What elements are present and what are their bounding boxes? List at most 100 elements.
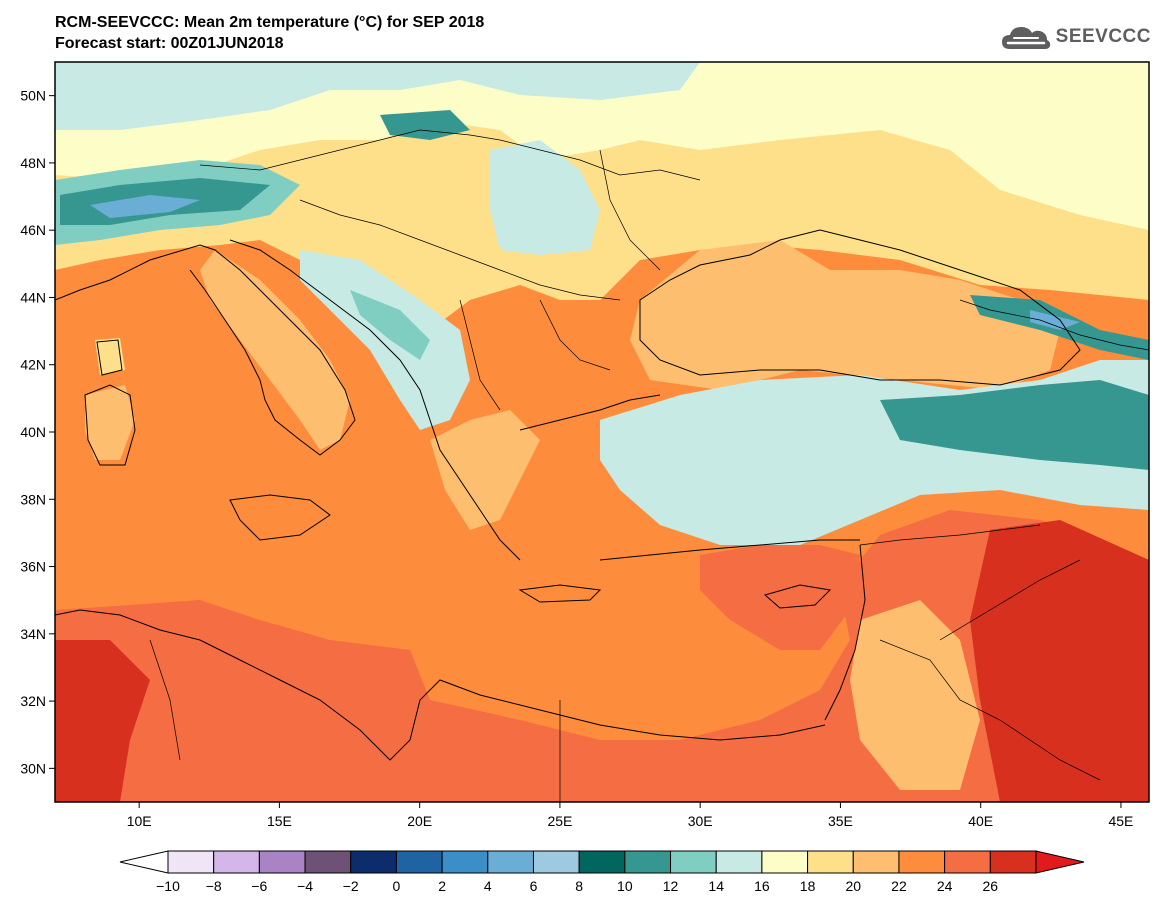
colorbar-high-arrow — [1035, 850, 1085, 874]
jordan-field — [850, 600, 980, 790]
colorbar-tick-label: 18 — [800, 878, 816, 894]
corsica-coastline — [96, 339, 123, 376]
caucasus-peak-field — [1030, 310, 1080, 330]
colorbar-swatch — [898, 850, 946, 874]
colorbar-tick-label: 2 — [438, 878, 446, 894]
lat-tick-label: 38N — [20, 491, 46, 507]
central-europe-border — [199, 129, 701, 181]
levant-coastline — [824, 544, 866, 721]
longitude-axis: 10E 15E 20E 25E 30E 35E 40E 45E — [127, 802, 1133, 829]
colorbar-tick-label: 10 — [617, 878, 633, 894]
colorbar-tick-label: 6 — [530, 878, 538, 894]
colorbar-tick-label: −2 — [343, 878, 359, 894]
caucasus-border — [959, 299, 1149, 351]
colorbar-swatch — [213, 850, 260, 874]
crete-coastline — [518, 584, 602, 603]
colorbar-tick-label: 24 — [937, 878, 953, 894]
lon-tick-label: 45E — [1108, 813, 1133, 829]
colorbar-tick-label: 26 — [983, 878, 999, 894]
colorbar-swatch — [578, 850, 626, 874]
black-sea-coastline — [639, 229, 1081, 386]
sardinia-coastline — [84, 384, 136, 466]
lat-tick-label: 50N — [20, 88, 46, 104]
lat-tick-label: 30N — [20, 760, 46, 776]
colorbar-swatch — [441, 850, 489, 874]
lon-tick-label: 30E — [688, 813, 713, 829]
colorbar-swatch — [532, 850, 580, 874]
colorbar-tick-label: 20 — [845, 878, 861, 894]
lon-tick-label: 20E — [407, 813, 432, 829]
dinaric-field — [350, 290, 430, 360]
colorbar-tick-label: −8 — [206, 878, 222, 894]
map-title: RCM-SEEVCCC: Mean 2m temperature (°C) fo… — [55, 14, 485, 31]
arabia-hottest-field — [970, 520, 1149, 802]
jordan-border — [879, 639, 1101, 781]
turkey-south-coastline — [599, 539, 860, 561]
bulgaria-border — [539, 299, 611, 371]
north-cool-field — [55, 62, 1149, 230]
syria-turkey-border — [859, 524, 1041, 546]
colorbar: −10 −8 −6 −4 −2 0 2 4 6 8 10 12 14 16 18 20 22 24 26 — [119, 850, 1085, 894]
colorbar-swatch — [395, 850, 443, 874]
lat-tick-label: 40N — [20, 424, 46, 440]
colorbar-tick-label: 12 — [663, 878, 679, 894]
colorbar-swatch — [944, 850, 991, 874]
italy-west-coastline — [55, 244, 356, 456]
lat-tick-label: 46N — [20, 222, 46, 238]
colorbar-swatch — [258, 850, 306, 874]
colorbar-tick-label: 8 — [575, 878, 583, 894]
colorbar-swatch — [807, 850, 854, 874]
east-anatolia-cold-field — [880, 380, 1149, 470]
alps-peak-field — [90, 195, 200, 218]
coastlines — [55, 229, 1081, 761]
lon-tick-label: 10E — [127, 813, 152, 829]
algeria-hottest-field — [55, 640, 150, 802]
lat-tick-label: 34N — [20, 626, 46, 642]
seevccc-logo: SEEVCCC — [1000, 22, 1151, 52]
lat-tick-label: 44N — [20, 289, 46, 305]
lat-tick-label: 32N — [20, 693, 46, 709]
logo-text: SEEVCCC — [1055, 26, 1151, 47]
colorbar-tick-label: −6 — [251, 878, 267, 894]
black-sea-field — [630, 240, 1060, 390]
iraq-border — [939, 559, 1081, 641]
colorbar-swatch — [487, 850, 534, 874]
colorbar-swatch — [670, 850, 717, 874]
lon-tick-label: 25E — [547, 813, 572, 829]
danube-border — [299, 199, 621, 301]
colorbar-tick-label: 16 — [754, 878, 770, 894]
aegean-north-coastline — [519, 394, 661, 431]
colorbar-swatch — [167, 850, 215, 874]
lon-tick-label: 40E — [968, 813, 993, 829]
colorbar-tick-label: 14 — [708, 878, 724, 894]
lon-tick-label: 15E — [267, 813, 292, 829]
balkan-field — [300, 250, 470, 430]
colorbar-swatch — [715, 850, 763, 874]
cyprus-coastline — [763, 584, 832, 609]
north-africa-coastline — [55, 609, 826, 761]
tunisia-border — [149, 639, 181, 761]
colorbar-tick-label: −4 — [297, 878, 313, 894]
cloud-icon — [1001, 27, 1050, 49]
colorbar-swatch — [989, 850, 1037, 874]
colorbar-low-arrow — [119, 850, 169, 874]
carpathian-field — [490, 140, 600, 255]
country-borders — [149, 129, 1149, 802]
lat-tick-label: 48N — [20, 155, 46, 171]
levant-sea-hot-field — [700, 545, 860, 650]
north-cold-field — [55, 62, 700, 130]
forecast-start-subtitle: Forecast start: 00Z01JUN2018 — [55, 35, 284, 52]
map-field — [55, 62, 1149, 802]
sardinia-field — [85, 385, 135, 460]
colorbar-swatch — [304, 850, 352, 874]
lat-tick-label: 42N — [20, 357, 46, 373]
colorbar-tick-label: 0 — [393, 878, 401, 894]
sicily-coastline — [229, 494, 331, 541]
colorbar-tick-label: 22 — [891, 878, 907, 894]
serbia-border — [459, 299, 501, 411]
colorbar-swatch — [761, 850, 809, 874]
corsica-field — [95, 338, 125, 375]
colorbar-swatch — [624, 850, 672, 874]
lat-tick-label: 36N — [20, 559, 46, 575]
colorbar-tick-label: 4 — [484, 878, 492, 894]
